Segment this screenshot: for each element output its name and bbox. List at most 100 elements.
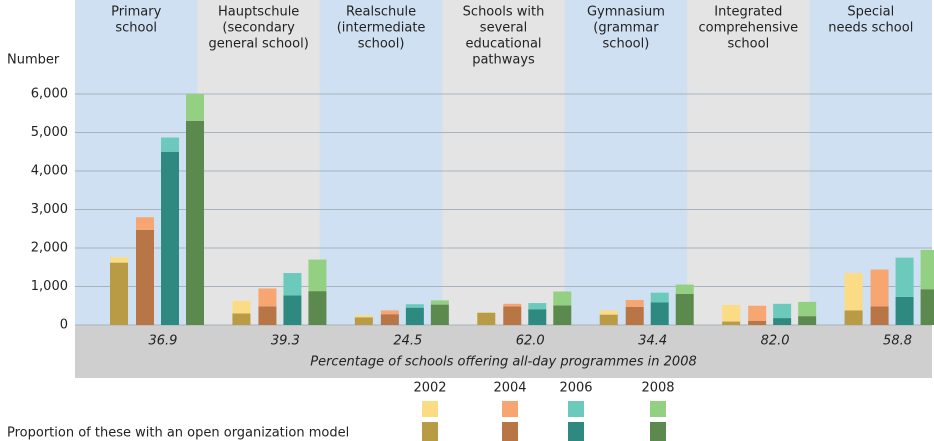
bar-open-model	[161, 151, 179, 325]
bar-other	[599, 310, 618, 315]
bar-open-model	[920, 289, 934, 325]
category-label: Integrated	[714, 5, 782, 20]
bar-open-model	[675, 293, 694, 325]
bar-other	[405, 304, 424, 308]
category-label: Special	[847, 5, 894, 20]
bar-other	[258, 288, 277, 307]
category-label: Primary	[111, 5, 162, 20]
category-label: school)	[603, 37, 650, 52]
category-label: school)	[358, 37, 405, 52]
y-tick-label: 5,000	[31, 125, 68, 140]
bar-open-model	[895, 296, 914, 325]
bar-open-model	[110, 262, 128, 325]
legend-swatch	[568, 401, 584, 417]
bar-open-model	[748, 320, 767, 325]
bar-open-model	[553, 305, 572, 325]
bar-open-model	[722, 321, 741, 325]
category-label: Gymnasium	[587, 5, 665, 20]
bar-open-model	[258, 306, 277, 325]
y-tick-label: 4,000	[31, 164, 68, 179]
y-tick-label: 1,000	[31, 279, 68, 294]
bar-open-model	[870, 306, 889, 325]
bar-open-model	[136, 229, 154, 325]
bar-other	[650, 292, 669, 303]
category-label: Schools with	[463, 5, 545, 20]
category-label: several	[480, 21, 527, 36]
bar-other	[870, 269, 889, 307]
bar-open-model	[528, 309, 547, 325]
bar-other	[748, 305, 767, 321]
bar-open-model	[477, 312, 496, 325]
legend-swatch-open	[422, 422, 438, 441]
category-label: Realschule	[346, 5, 416, 20]
bar-other	[503, 303, 522, 307]
legend-swatch	[502, 401, 518, 417]
plot-background	[75, 0, 932, 325]
legend-swatch-open	[650, 422, 666, 441]
y-tick-label: 3,000	[31, 202, 68, 217]
bar-open-model	[503, 306, 522, 325]
bar-other	[136, 217, 154, 230]
bar-open-model	[844, 310, 863, 325]
category-label: (secondary	[222, 21, 295, 36]
percent-band	[75, 325, 932, 378]
y-tick-label: 2,000	[31, 241, 68, 256]
category-label: general school)	[208, 37, 308, 52]
bar-other	[553, 291, 572, 306]
bar-open-model	[430, 304, 449, 325]
open-model-label: Proportion of these with an open organiz…	[7, 426, 349, 441]
bar-open-model	[232, 313, 251, 325]
bar-other	[895, 257, 914, 297]
bar-open-model	[650, 302, 669, 325]
legend-label: 2002	[413, 381, 446, 396]
y-axis-label: Number	[7, 53, 60, 68]
bar-other	[380, 310, 399, 315]
legend-swatch-open	[568, 422, 584, 441]
category-label: needs school	[828, 21, 913, 36]
percent-label: 82.0	[761, 334, 790, 349]
bar-other	[308, 259, 327, 292]
bar-open-model	[405, 307, 424, 325]
bar-other	[110, 257, 128, 263]
bar-other	[354, 315, 373, 318]
bar-other	[722, 304, 741, 322]
percent-caption: Percentage of schools offering all-day p…	[310, 355, 697, 370]
percent-label: 36.9	[148, 334, 177, 349]
legend-label: 2004	[493, 381, 526, 396]
percent-label: 62.0	[516, 334, 545, 349]
bar-other	[430, 300, 449, 305]
legend-swatch	[650, 401, 666, 417]
category-label: pathways	[472, 53, 535, 68]
y-tick-label: 0	[60, 318, 68, 333]
bar-open-model	[798, 316, 817, 325]
bar-open-model	[625, 306, 644, 325]
bar-other	[161, 137, 179, 152]
legend-swatch	[422, 401, 438, 417]
category-label: comprehensive	[699, 21, 799, 36]
bar-open-model	[308, 291, 327, 325]
bar-open-model	[773, 318, 792, 325]
category-label: educational	[465, 37, 541, 52]
category-label: school	[115, 21, 157, 36]
column-band	[319, 0, 443, 325]
bar-other	[920, 249, 934, 290]
legend-swatch-open	[502, 422, 518, 441]
bar-open-model	[283, 295, 302, 325]
bar-other	[186, 94, 204, 121]
bar-open-model	[599, 314, 618, 325]
bar-other	[528, 303, 547, 310]
legend-label: 2006	[559, 381, 592, 396]
bar-open-model	[186, 120, 204, 325]
percent-label: 58.8	[883, 334, 912, 349]
percent-label: 39.3	[271, 334, 300, 349]
bar-other	[675, 284, 694, 294]
category-label: Hauptschule	[218, 5, 299, 20]
bar-other	[232, 300, 251, 314]
y-tick-label: 6,000	[31, 87, 68, 102]
bar-open-model	[354, 317, 373, 325]
category-label: (intermediate	[337, 21, 426, 36]
bar-other	[773, 303, 792, 319]
bar-open-model	[380, 314, 399, 325]
bar-other	[844, 273, 863, 311]
